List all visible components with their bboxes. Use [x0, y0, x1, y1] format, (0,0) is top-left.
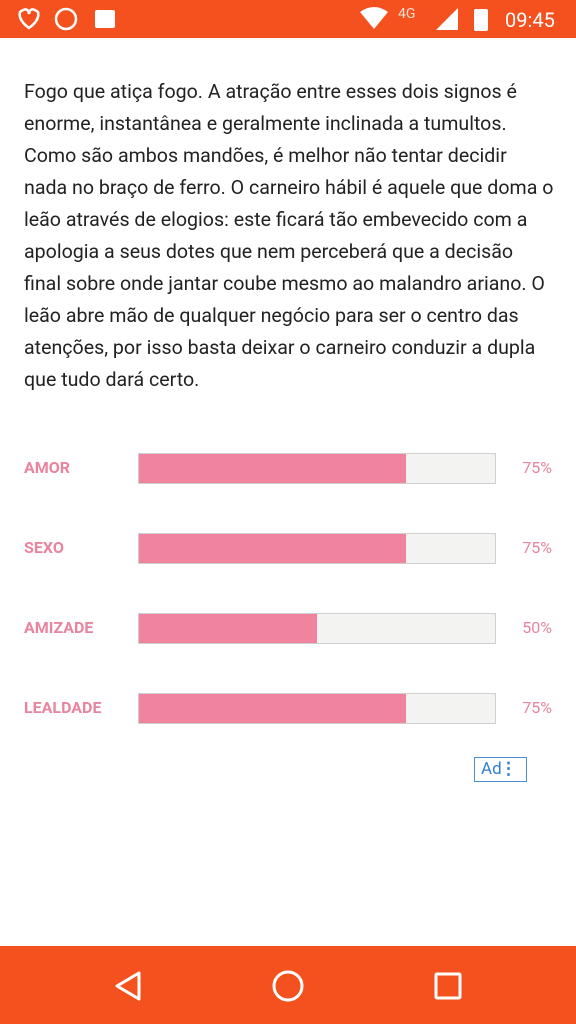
nav-bar	[0, 946, 576, 1024]
rating-name: AMIZADE	[24, 618, 93, 637]
rating-percent: 75%	[522, 458, 552, 477]
ad-badge[interactable]: Ad ⋮	[474, 757, 527, 782]
wifi-icon	[360, 7, 388, 29]
recents-button[interactable]	[434, 972, 462, 1000]
home-button[interactable]	[272, 970, 304, 1002]
battery-icon	[474, 9, 488, 31]
status-bar: 4G 09:45	[0, 0, 576, 38]
network-label: 4G	[398, 6, 415, 22]
rating-percent: 75%	[522, 698, 552, 717]
back-button[interactable]	[115, 971, 141, 1001]
article-text: Fogo que atiça fogo. A atração entre ess…	[24, 80, 554, 391]
rating-percent: 75%	[522, 538, 552, 557]
rating-name: SEXO	[24, 538, 64, 557]
rating-bar	[139, 614, 317, 643]
rating-bar	[139, 534, 406, 563]
heart-icon	[18, 8, 40, 30]
rating-bar	[139, 694, 406, 723]
ad-menu: ⋮	[500, 759, 517, 779]
rating-name: AMOR	[24, 458, 70, 477]
rating-bar	[139, 454, 406, 483]
clock: 09:45	[505, 8, 555, 32]
rating-percent: 50%	[522, 618, 552, 637]
image-icon	[95, 10, 115, 28]
ad-label: Ad	[481, 759, 502, 779]
whatsapp-icon	[54, 7, 78, 31]
rating-name: LEALDADE	[24, 698, 101, 717]
signal-icon	[436, 8, 458, 30]
ratings: AMOR 75% SEXO 75% AMIZADE 50% LEALDADE 75%	[24, 453, 552, 724]
